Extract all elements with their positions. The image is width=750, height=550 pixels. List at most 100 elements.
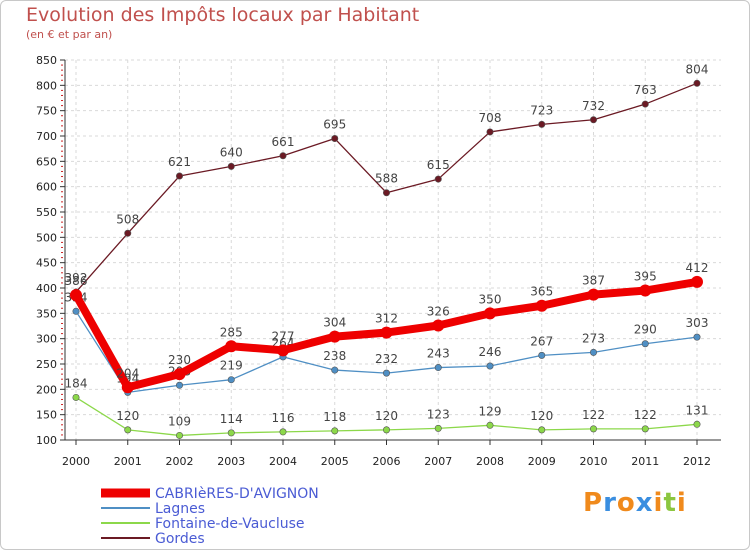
- logo-letter: o: [616, 488, 636, 518]
- data-point: [486, 421, 494, 429]
- logo-letter: i: [676, 488, 687, 518]
- data-point: [173, 368, 186, 381]
- x-tick-label: 2001: [114, 455, 142, 468]
- data-label: 621: [168, 155, 191, 169]
- x-tick-label: 2005: [321, 455, 349, 468]
- data-label: 588: [375, 172, 398, 186]
- data-label: 204: [116, 366, 139, 380]
- data-point: [538, 351, 546, 359]
- data-label: 114: [220, 412, 243, 426]
- data-label: 290: [634, 323, 657, 337]
- data-point: [641, 340, 649, 348]
- data-label: 285: [220, 325, 243, 339]
- data-label: 661: [272, 135, 295, 149]
- data-point: [225, 340, 238, 353]
- data-label: 640: [220, 145, 243, 159]
- data-label: 246: [479, 345, 502, 359]
- data-label: 120: [530, 409, 553, 423]
- data-label: 122: [582, 408, 605, 422]
- data-point: [331, 366, 339, 374]
- data-label: 273: [582, 331, 605, 345]
- data-label: 122: [634, 408, 657, 422]
- x-tick-label: 2003: [217, 455, 245, 468]
- data-label: 804: [686, 62, 709, 76]
- data-point: [380, 326, 393, 339]
- data-label: 615: [427, 158, 450, 172]
- data-point: [121, 381, 134, 394]
- data-label: 131: [686, 403, 709, 417]
- chart-title: Evolution des Impôts locaux par Habitant: [26, 4, 420, 26]
- logo-letter: i: [653, 488, 664, 518]
- data-point: [382, 369, 390, 377]
- data-label: 123: [427, 407, 450, 421]
- data-point: [538, 120, 546, 128]
- y-tick-label: 250: [36, 358, 57, 371]
- data-label: 326: [427, 304, 450, 318]
- legend-label: Gordes: [155, 531, 205, 547]
- data-point: [486, 362, 494, 370]
- data-label: 412: [686, 261, 709, 275]
- data-label: 365: [530, 285, 553, 299]
- data-point: [227, 162, 235, 170]
- data-point: [70, 289, 82, 302]
- data-point: [693, 333, 701, 341]
- data-label: 184: [65, 376, 88, 390]
- data-point: [328, 330, 341, 343]
- data-point: [641, 100, 649, 108]
- data-label: 120: [375, 409, 398, 423]
- x-tick-label: 2006: [373, 455, 401, 468]
- logo-letter: r: [603, 488, 617, 518]
- y-tick-label: 700: [36, 130, 57, 143]
- data-point: [484, 307, 496, 320]
- legend-label: CABRIèRES-D'AVIGNON: [155, 486, 319, 502]
- data-point: [176, 381, 184, 389]
- y-tick-label: 450: [36, 257, 57, 270]
- data-point: [589, 348, 597, 356]
- data-point: [382, 426, 390, 434]
- x-tick-label: 2009: [528, 455, 556, 468]
- data-label: 219: [220, 359, 243, 373]
- data-point: [227, 429, 235, 437]
- x-tick-label: 2008: [476, 455, 504, 468]
- y-tick-label: 200: [36, 383, 57, 396]
- y-tick-label: 550: [36, 206, 57, 219]
- data-point: [691, 275, 703, 288]
- data-label: 312: [375, 312, 398, 326]
- data-label: 763: [634, 83, 657, 97]
- data-point: [587, 288, 600, 301]
- data-point: [331, 427, 339, 435]
- data-point: [432, 319, 445, 332]
- data-point: [72, 307, 80, 315]
- data-label: 723: [530, 103, 553, 117]
- logo-letter: x: [635, 488, 654, 518]
- y-tick-label: 500: [36, 231, 57, 244]
- legend-label: Fontaine-de-Vaucluse: [155, 516, 305, 532]
- data-label: 708: [479, 111, 502, 125]
- x-tick-label: 2002: [166, 455, 194, 468]
- y-tick-label: 100: [36, 434, 57, 447]
- data-label: 350: [479, 292, 502, 306]
- data-point: [72, 393, 80, 401]
- data-label: 395: [634, 270, 657, 284]
- data-point: [639, 284, 652, 297]
- data-label: 243: [427, 347, 450, 361]
- data-label: 120: [116, 409, 139, 423]
- data-point: [176, 172, 184, 180]
- x-tick-label: 2007: [424, 455, 452, 468]
- data-point: [279, 152, 287, 160]
- data-point: [535, 299, 548, 312]
- data-label: 267: [530, 334, 553, 348]
- data-point: [124, 426, 132, 434]
- data-point: [486, 128, 494, 136]
- x-tick-label: 2004: [269, 455, 297, 468]
- chart-subtitle: (en € et par an): [26, 28, 113, 41]
- data-point: [176, 431, 184, 439]
- data-label: 732: [582, 99, 605, 113]
- y-tick-label: 400: [36, 282, 57, 295]
- proxiti-logo: Proxiti: [583, 488, 687, 518]
- y-tick-label: 300: [36, 333, 57, 346]
- data-label: 695: [323, 118, 346, 132]
- data-point: [124, 229, 132, 237]
